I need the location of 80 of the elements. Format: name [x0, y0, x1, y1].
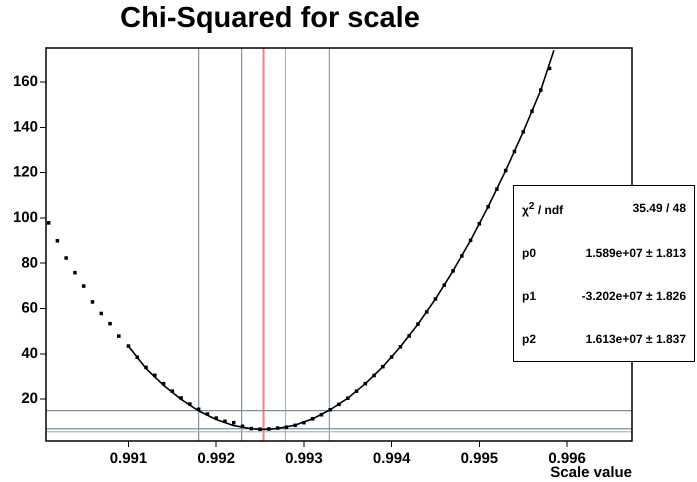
point	[407, 334, 411, 338]
point	[250, 426, 254, 430]
point	[170, 389, 174, 393]
point	[328, 408, 332, 412]
point	[512, 150, 516, 154]
point	[548, 66, 552, 70]
point	[73, 270, 77, 274]
y-tick-label: 20	[21, 390, 38, 408]
point	[390, 355, 394, 359]
point	[223, 420, 227, 424]
point	[442, 283, 446, 287]
point	[521, 130, 525, 134]
point	[179, 396, 183, 400]
point	[354, 389, 358, 393]
point	[153, 374, 157, 378]
point	[504, 168, 508, 172]
y-tick-label: 60	[21, 300, 38, 317]
point	[90, 300, 94, 304]
point	[293, 424, 297, 428]
point	[346, 396, 350, 400]
point	[108, 322, 112, 326]
y-tick-label: 40	[21, 344, 38, 362]
point	[416, 322, 420, 326]
point	[144, 366, 148, 370]
point	[188, 402, 192, 406]
chart-title: Chi-Squared for scale	[119, 2, 421, 35]
point	[240, 424, 244, 428]
point	[451, 269, 455, 273]
point	[320, 412, 324, 416]
point	[434, 297, 438, 301]
annotation: -3.202e+07 ± 1.826	[580, 289, 686, 304]
x-tick-label: 0.993	[285, 450, 323, 468]
point	[310, 417, 314, 421]
point	[372, 374, 376, 378]
point	[196, 408, 200, 412]
text: 35.49 / 48	[632, 200, 686, 215]
point	[478, 222, 482, 226]
point	[302, 420, 306, 424]
point	[82, 284, 86, 288]
y-tick-label: 100	[12, 209, 38, 226]
point	[364, 382, 368, 386]
point	[56, 238, 60, 243]
y-tick-label: 160	[12, 73, 38, 90]
annotation: 1.613e+07 ± 1.837	[584, 332, 686, 346]
x-tick-label: 0.994	[372, 450, 412, 468]
annotation: p2	[522, 332, 538, 346]
annotation: p0	[522, 246, 538, 260]
point	[424, 310, 428, 314]
point	[46, 221, 50, 225]
point	[206, 412, 210, 416]
x-tick-label: 0.995	[460, 450, 498, 468]
point	[398, 345, 402, 349]
point	[337, 402, 341, 406]
y-tick-label: 80	[21, 254, 38, 272]
point	[381, 364, 385, 368]
point	[530, 109, 534, 113]
annotation: 1.589e+07 ± 1.813	[584, 246, 686, 260]
point	[162, 382, 166, 386]
point	[276, 426, 280, 430]
y-tick-label: 120	[12, 164, 38, 181]
point	[539, 88, 543, 92]
x-tick-label: 0.991	[110, 450, 148, 468]
point	[232, 420, 236, 424]
point	[460, 254, 464, 258]
point	[117, 334, 121, 338]
point	[64, 256, 68, 260]
point	[267, 427, 271, 431]
point	[135, 355, 139, 359]
point	[258, 427, 262, 431]
x-tick-label: 0.992	[197, 450, 235, 468]
point	[100, 312, 104, 316]
point	[495, 187, 499, 191]
point	[468, 238, 472, 242]
point	[214, 416, 218, 420]
y-tick-label: 140	[12, 118, 38, 136]
point	[486, 205, 490, 209]
point	[126, 344, 130, 348]
point	[284, 425, 288, 429]
annotation: p1	[522, 289, 538, 304]
annotation: χ$^{2}$ / ndf	[522, 200, 564, 217]
